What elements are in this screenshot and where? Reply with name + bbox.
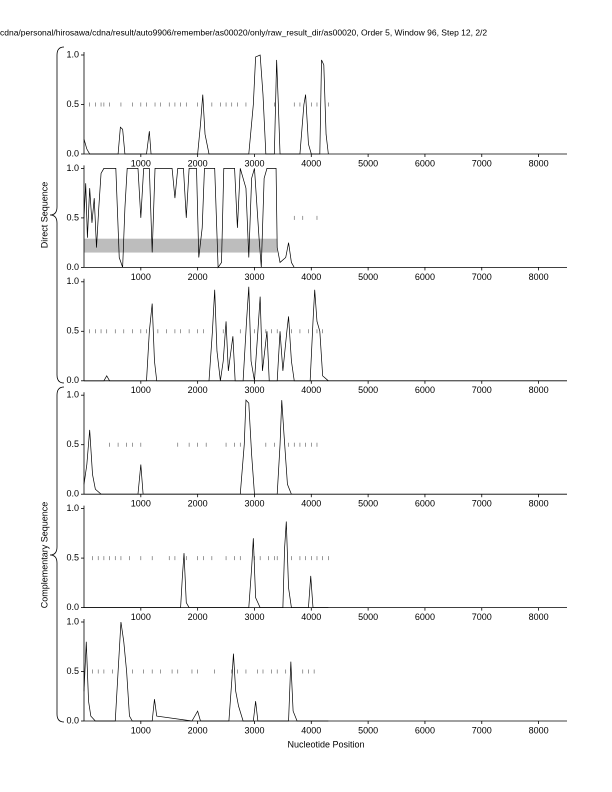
y-tick-label: 0.0 bbox=[66, 148, 79, 158]
x-tick-label: 2000 bbox=[188, 385, 208, 395]
x-tick-label: 5000 bbox=[358, 499, 378, 509]
y-tick-label: 0.0 bbox=[66, 375, 79, 385]
x-tick-label: 6000 bbox=[415, 499, 435, 509]
x-tick-label: 5000 bbox=[358, 385, 378, 395]
y-tick-label: 0.0 bbox=[66, 715, 79, 725]
x-tick-label: 6000 bbox=[415, 612, 435, 622]
x-tick-label: 8000 bbox=[529, 385, 549, 395]
x-tick-label: 3000 bbox=[244, 272, 264, 282]
page-title: cdna/personal/hirosawa/cdna/result/auto9… bbox=[0, 27, 487, 37]
x-tick-label: 8000 bbox=[529, 158, 549, 168]
x-tick-label: 3000 bbox=[244, 499, 264, 509]
x-tick-label: 4000 bbox=[301, 158, 321, 168]
x-tick-label: 6000 bbox=[415, 725, 435, 735]
x-tick-label: 3000 bbox=[244, 385, 264, 395]
x-tick-label: 8000 bbox=[529, 499, 549, 509]
group-brace bbox=[49, 386, 65, 723]
x-tick-label: 5000 bbox=[358, 612, 378, 622]
x-tick-label: 2000 bbox=[188, 272, 208, 282]
group-brace bbox=[49, 46, 65, 384]
x-tick-label: 3000 bbox=[244, 725, 264, 735]
group-label: Direct Sequence bbox=[39, 182, 49, 249]
x-tick-label: 2000 bbox=[188, 725, 208, 735]
y-tick-label: 0.5 bbox=[66, 326, 79, 336]
x-tick-label: 1000 bbox=[131, 499, 151, 509]
x-tick-label: 1000 bbox=[131, 385, 151, 395]
x-tick-label: 7000 bbox=[472, 725, 492, 735]
y-tick-label: 0.5 bbox=[66, 99, 79, 109]
x-tick-label: 7000 bbox=[472, 158, 492, 168]
y-tick-label: 1.0 bbox=[66, 163, 79, 173]
y-tick-label: 0.5 bbox=[66, 552, 79, 562]
score-line bbox=[84, 521, 329, 608]
x-axis-label: Nucleotide Position bbox=[287, 739, 364, 749]
x-tick-label: 6000 bbox=[415, 272, 435, 282]
y-tick-label: 0.0 bbox=[66, 489, 79, 499]
x-tick-label: 8000 bbox=[529, 272, 549, 282]
x-tick-label: 4000 bbox=[301, 499, 321, 509]
x-tick-label: 8000 bbox=[529, 725, 549, 735]
y-tick-label: 1.0 bbox=[66, 390, 79, 400]
x-tick-label: 4000 bbox=[301, 612, 321, 622]
y-tick-label: 0.5 bbox=[66, 212, 79, 222]
x-tick-label: 1000 bbox=[131, 725, 151, 735]
score-line bbox=[83, 399, 292, 495]
x-tick-label: 7000 bbox=[472, 272, 492, 282]
score-line bbox=[84, 286, 329, 382]
x-tick-label: 1000 bbox=[131, 272, 151, 282]
x-tick-label: 4000 bbox=[301, 725, 321, 735]
y-tick-label: 1.0 bbox=[66, 616, 79, 626]
x-tick-label: 6000 bbox=[415, 158, 435, 168]
y-tick-label: 0.0 bbox=[66, 262, 79, 272]
x-tick-label: 4000 bbox=[301, 272, 321, 282]
y-tick-label: 0.5 bbox=[66, 666, 79, 676]
x-tick-label: 2000 bbox=[188, 499, 208, 509]
x-tick-label: 6000 bbox=[415, 385, 435, 395]
x-tick-label: 7000 bbox=[472, 385, 492, 395]
x-tick-label: 1000 bbox=[131, 612, 151, 622]
x-tick-label: 4000 bbox=[301, 385, 321, 395]
x-tick-label: 7000 bbox=[472, 499, 492, 509]
x-tick-label: 3000 bbox=[244, 158, 264, 168]
group-label: Complementary Sequence bbox=[39, 502, 49, 609]
score-line bbox=[83, 54, 329, 155]
y-tick-label: 1.0 bbox=[66, 49, 79, 59]
highlight-band bbox=[84, 238, 278, 253]
y-tick-label: 1.0 bbox=[66, 276, 79, 286]
x-tick-label: 2000 bbox=[188, 612, 208, 622]
x-tick-label: 5000 bbox=[358, 725, 378, 735]
y-tick-label: 0.0 bbox=[66, 602, 79, 612]
x-tick-label: 3000 bbox=[244, 612, 264, 622]
x-tick-label: 5000 bbox=[358, 158, 378, 168]
score-line bbox=[83, 168, 295, 269]
score-line bbox=[83, 621, 329, 722]
x-tick-label: 2000 bbox=[188, 158, 208, 168]
x-tick-label: 1000 bbox=[131, 158, 151, 168]
x-tick-label: 7000 bbox=[472, 612, 492, 622]
y-tick-label: 1.0 bbox=[66, 503, 79, 513]
y-tick-label: 0.5 bbox=[66, 439, 79, 449]
x-tick-label: 5000 bbox=[358, 272, 378, 282]
x-tick-label: 8000 bbox=[529, 612, 549, 622]
